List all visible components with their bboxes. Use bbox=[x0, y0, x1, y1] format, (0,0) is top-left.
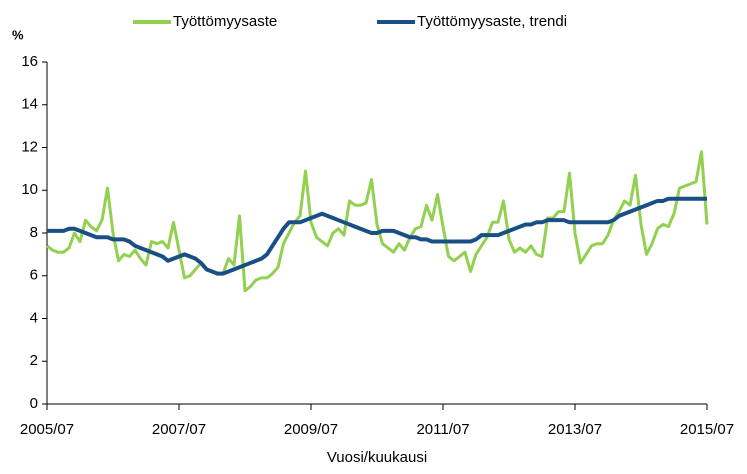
x-tick-label: 2009/07 bbox=[284, 421, 338, 438]
y-tick-label: 16 bbox=[21, 53, 38, 70]
series-line bbox=[46, 150, 709, 293]
x-tick-label: 2011/07 bbox=[416, 421, 469, 438]
legend-label: Työttömyysaste, trendi bbox=[417, 13, 567, 30]
series-line bbox=[47, 196, 707, 276]
x-axis-label: Vuosi/kuukausi bbox=[327, 449, 427, 466]
y-tick-label: 2 bbox=[30, 352, 38, 369]
y-axis-label: % bbox=[12, 27, 24, 42]
y-tick-label: 10 bbox=[21, 181, 38, 198]
legend-label: Työttömyysaste bbox=[173, 13, 277, 30]
y-tick-label: 6 bbox=[30, 267, 38, 284]
y-tick-label: 8 bbox=[30, 224, 38, 241]
x-tick-label: 2013/07 bbox=[548, 421, 602, 438]
x-tick-label: 2007/07 bbox=[152, 421, 206, 438]
x-tick-label: 2005/07 bbox=[20, 421, 74, 438]
y-tick-label: 12 bbox=[21, 138, 38, 155]
y-tick-label: 0 bbox=[30, 395, 38, 412]
x-tick-label: 2015/07 bbox=[680, 421, 734, 438]
y-tick-label: 14 bbox=[21, 96, 38, 113]
y-tick-label: 4 bbox=[30, 309, 38, 326]
